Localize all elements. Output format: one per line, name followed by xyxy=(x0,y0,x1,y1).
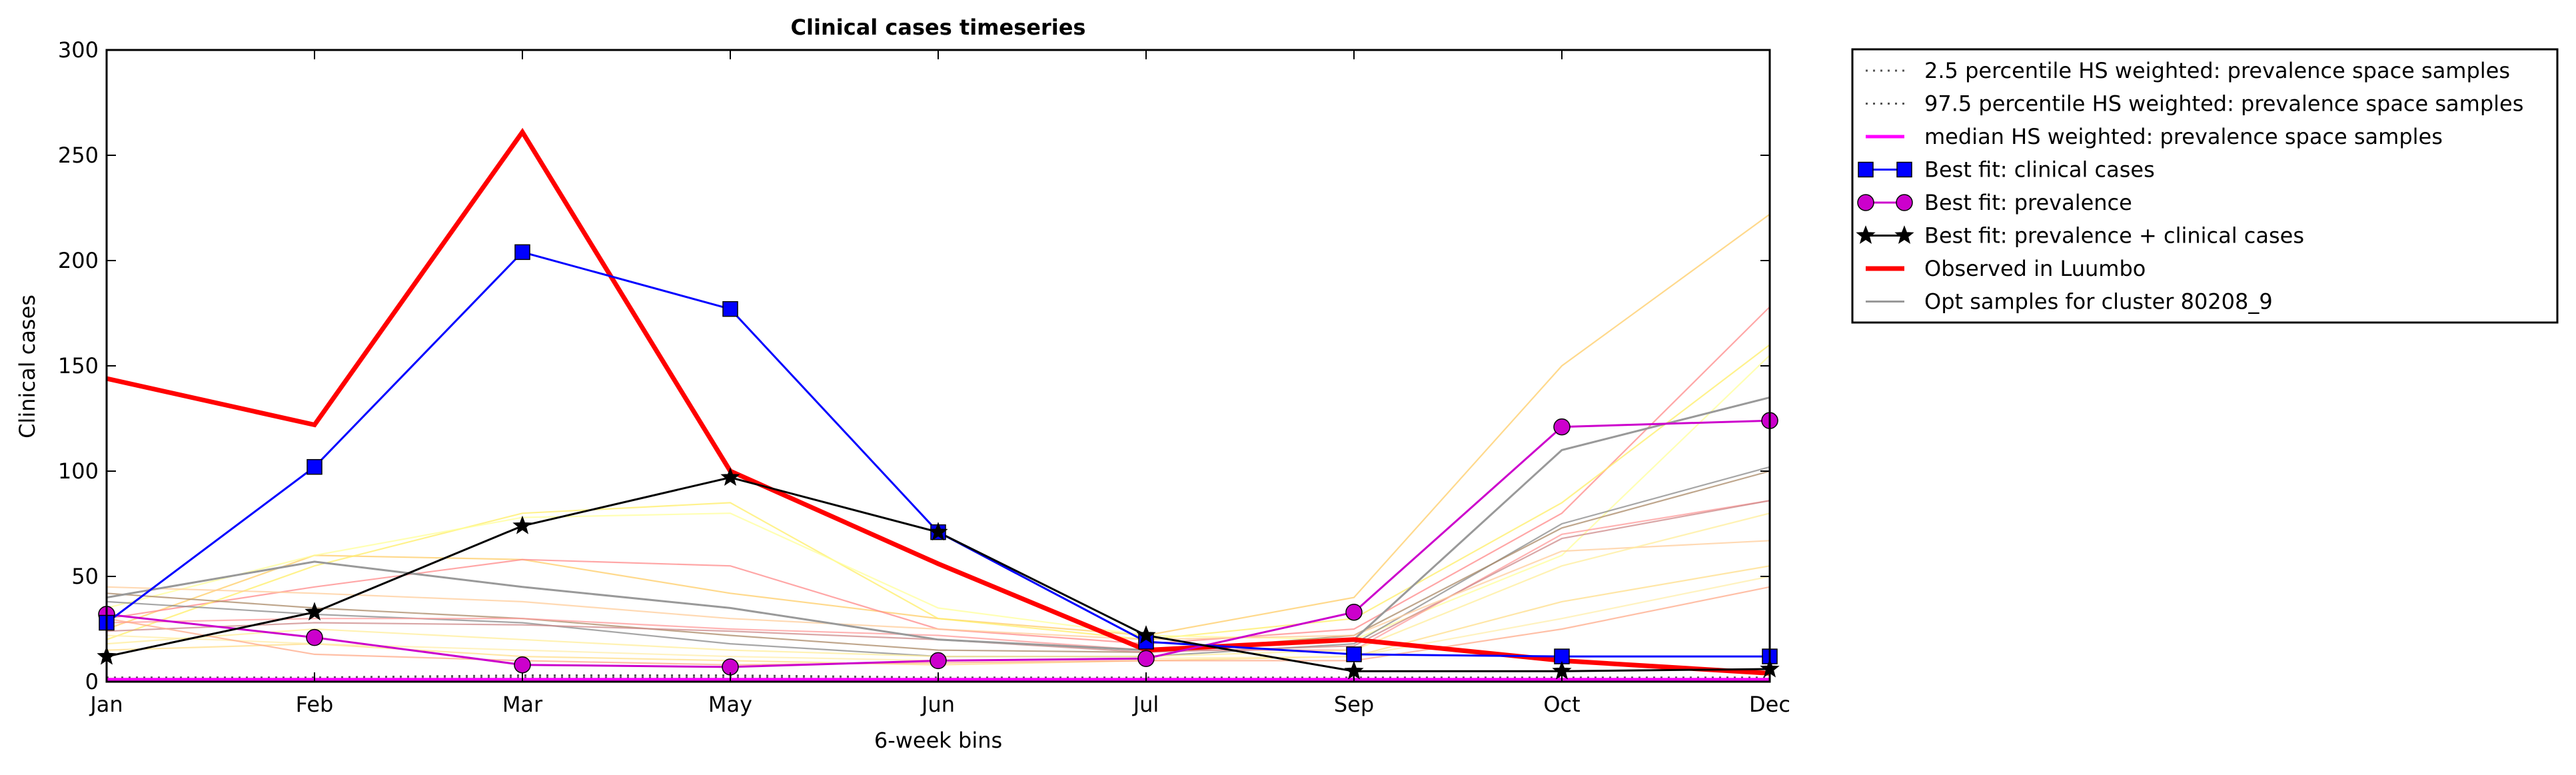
series-5-point-2 xyxy=(306,628,323,646)
series-4-point-7 xyxy=(1346,646,1362,662)
series-6-point-5 xyxy=(928,522,948,541)
legend-marker-6b xyxy=(1894,225,1914,244)
x-tick-label-8: Oct xyxy=(1543,692,1580,717)
legend-label-3: median HS weighted: prevalence space sam… xyxy=(1924,124,2443,149)
legend-label-4: Best fit: clinical cases xyxy=(1924,157,2155,183)
legend-label-2: 97.5 percentile HS weighted: prevalence … xyxy=(1924,91,2523,117)
series-6-point-6 xyxy=(1136,625,1156,644)
series-4-point-3 xyxy=(514,244,530,261)
y-axis-label: Clinical cases xyxy=(15,295,40,438)
legend-label-1: 2.5 percentile HS weighted: prevalence s… xyxy=(1924,58,2510,83)
series-6-point-4 xyxy=(720,467,740,486)
plot-clip-group xyxy=(107,127,1770,682)
x-tick-label-9: Dec xyxy=(1749,692,1790,717)
series-8-line xyxy=(107,396,1770,652)
legend: 2.5 percentile HS weighted: prevalence s… xyxy=(1851,48,2559,324)
series-4-point-4 xyxy=(722,301,738,317)
sample-line-2 xyxy=(107,306,1770,645)
sample-line-7 xyxy=(107,500,1770,651)
y-tick-label-5: 200 xyxy=(58,248,99,273)
legend-marker-4a xyxy=(1858,161,1874,178)
y-tick-label-1: 0 xyxy=(85,669,99,694)
legend-marker-5b xyxy=(1896,194,1913,211)
x-tick-label-4: May xyxy=(708,692,752,717)
y-tick-label-2: 50 xyxy=(71,564,99,589)
legend-label-7: Observed in Luumbo xyxy=(1924,256,2146,281)
sample-line-4 xyxy=(107,355,1770,640)
x-tick-label-3: Mar xyxy=(502,692,543,717)
legend-label-8: Opt samples for cluster 80208_9 xyxy=(1924,289,2273,315)
series-6-point-2 xyxy=(305,602,324,621)
legend-marker-4b xyxy=(1896,161,1912,178)
legend-marker-5a xyxy=(1857,194,1874,211)
y-tick-label-7: 300 xyxy=(58,37,99,63)
series-5-point-3 xyxy=(514,656,531,674)
series-4-point-2 xyxy=(307,458,322,475)
axes: Jan Feb Mar May Jun Jul Sep Oct Dec 0 50 100 150 200 2… xyxy=(58,37,1790,717)
series-5-point-5 xyxy=(930,652,947,670)
plot-area xyxy=(97,127,1780,682)
sample-line-3 xyxy=(107,344,1770,640)
series-7-line xyxy=(107,127,1770,676)
x-tick-label-7: Sep xyxy=(1334,692,1374,717)
x-axis-label: 6-week bins xyxy=(874,728,1002,753)
sample-line-9 xyxy=(107,540,1770,640)
y-tick-label-3: 100 xyxy=(58,458,99,484)
sample-line-6 xyxy=(107,470,1770,653)
legend-marker-6a xyxy=(1856,225,1876,244)
x-tick-label-1: Jan xyxy=(89,692,123,717)
series-5-point-6 xyxy=(1137,650,1155,667)
series-5-line xyxy=(107,419,1770,668)
x-tick-label-5: Jun xyxy=(920,692,955,717)
legend-label-6: Best fit: prevalence + clinical cases xyxy=(1924,223,2304,249)
chart-title: Clinical cases timeseries xyxy=(791,15,1086,40)
series-2-line xyxy=(107,674,1770,679)
y-tick-label-4: 150 xyxy=(58,353,99,379)
y-tick-label-6: 250 xyxy=(58,143,99,168)
legend-label-5: Best fit: prevalence xyxy=(1924,190,2132,215)
series-5-point-7 xyxy=(1345,603,1363,621)
x-tick-label-6: Jul xyxy=(1132,692,1159,717)
series-5-point-8 xyxy=(1553,418,1571,436)
x-tick-label-2: Feb xyxy=(296,692,334,717)
series-6-point-3 xyxy=(512,515,532,534)
legend-box xyxy=(1851,48,2559,324)
